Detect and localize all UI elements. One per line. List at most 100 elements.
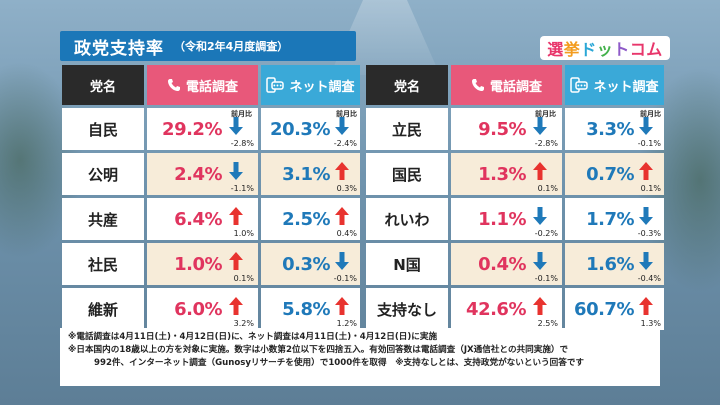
net-value: 5.8% <box>282 298 330 320</box>
phone-change: -2.8% <box>230 139 254 148</box>
net-value: 0.7% <box>586 163 634 185</box>
phone-cell: 6.0% 3.2% <box>147 288 258 330</box>
phone-value: 29.2% <box>162 118 222 140</box>
net-cell: 前月比 20.3% -2.4% <box>261 108 360 150</box>
prev-month-label: 前月比 <box>336 110 357 118</box>
header-phone-label: 電話調査 <box>489 79 542 95</box>
phone-change: 2.5% <box>537 319 558 328</box>
table-row: N国 0.4% -0.1% 1.6% -0.4% <box>366 243 664 285</box>
net-change: 1.2% <box>336 319 357 328</box>
party-name: 国民 <box>366 153 448 195</box>
header-party: 党名 <box>366 65 448 105</box>
net-change: 0.3% <box>336 184 357 193</box>
net-cell: 前月比 3.3% -0.1% <box>565 108 664 150</box>
header-net-label: ネット調査 <box>593 79 659 95</box>
arrow-down-icon <box>335 252 349 270</box>
net-value: 1.7% <box>586 208 634 230</box>
smartphone-icon: ••• <box>570 77 589 93</box>
footnote: ※日本国内の18歳以上の方を対象に実施。数字は小数第2位以下を四捨五入。有効回答… <box>68 345 569 355</box>
party-name: N国 <box>366 243 448 285</box>
arrow-down-icon <box>533 252 547 270</box>
phone-change: -0.1% <box>534 274 558 283</box>
net-cell: 0.3% -0.1% <box>261 243 360 285</box>
svg-text:•••: ••• <box>273 84 283 90</box>
phone-change: -0.2% <box>534 229 558 238</box>
arrow-up-icon <box>639 162 653 180</box>
party-name: 共産 <box>62 198 144 240</box>
arrow-down-icon <box>639 252 653 270</box>
net-change: -0.1% <box>637 139 661 148</box>
phone-value: 9.5% <box>478 118 526 140</box>
party-name: 維新 <box>62 288 144 330</box>
arrow-up-icon <box>335 162 349 180</box>
phone-icon <box>167 79 180 91</box>
phone-value: 6.0% <box>174 298 222 320</box>
net-cell: 1.6% -0.4% <box>565 243 664 285</box>
party-name: 公明 <box>62 153 144 195</box>
table-header: 党名 電話調査 ••• ネット調査 <box>62 65 360 105</box>
net-value: 0.3% <box>282 253 330 275</box>
phone-change: -2.8% <box>534 139 558 148</box>
arrow-down-icon <box>533 207 547 225</box>
net-change: -0.3% <box>637 229 661 238</box>
net-change: 1.3% <box>640 319 661 328</box>
left-table: 党名 電話調査 ••• ネット調査 自民 前月比 29.2% -2.8% 前月比 20.3… <box>62 65 360 333</box>
header-net-label: ネット調査 <box>289 79 355 95</box>
net-value: 20.3% <box>270 118 330 140</box>
phone-cell: 2.4% -1.1% <box>147 153 258 195</box>
svg-text:•••: ••• <box>577 84 587 90</box>
arrow-up-icon <box>229 297 243 315</box>
logo-char: コム <box>629 40 663 59</box>
arrow-up-icon <box>533 297 547 315</box>
party-name: 立民 <box>366 108 448 150</box>
arrow-down-icon <box>229 117 243 135</box>
table-row: 公明 2.4% -1.1% 3.1% 0.3% <box>62 153 360 195</box>
footnotes: ※電話調査は4月11日(土)・4月12日(日)に、ネット調査は4月11日(土)・… <box>60 328 660 386</box>
net-value: 3.3% <box>586 118 634 140</box>
table-row: 国民 1.3% 0.1% 0.7% 0.1% <box>366 153 664 195</box>
header-net: ••• ネット調査 <box>565 65 664 105</box>
arrow-up-icon <box>639 297 653 315</box>
phone-change: 3.2% <box>233 319 254 328</box>
arrow-up-icon <box>335 297 349 315</box>
page-subtitle: （令和2年4月度調査） <box>174 40 289 53</box>
phone-value: 1.1% <box>478 208 526 230</box>
table-row: れいわ 1.1% -0.2% 1.7% -0.3% <box>366 198 664 240</box>
prev-month-label: 前月比 <box>640 110 661 118</box>
logo-char: ト <box>613 40 630 59</box>
net-cell: 5.8% 1.2% <box>261 288 360 330</box>
arrow-up-icon <box>533 162 547 180</box>
table-row: 共産 6.4% 1.0% 2.5% 0.4% <box>62 198 360 240</box>
party-name: 社民 <box>62 243 144 285</box>
net-change: -0.1% <box>333 274 357 283</box>
site-logo: 選挙ドットコム <box>540 36 670 60</box>
logo-char: ド <box>580 40 597 59</box>
footnote: ※電話調査は4月11日(土)・4月12日(日)に、ネット調査は4月11日(土)・… <box>68 332 438 342</box>
net-cell: 3.1% 0.3% <box>261 153 360 195</box>
left-rows: 自民 前月比 29.2% -2.8% 前月比 20.3% -2.4% 公明 2.4% -1.1% 3… <box>62 108 360 330</box>
net-value: 1.6% <box>586 253 634 275</box>
phone-cell: 1.1% -0.2% <box>451 198 562 240</box>
phone-cell: 6.4% 1.0% <box>147 198 258 240</box>
phone-cell: 前月比 9.5% -2.8% <box>451 108 562 150</box>
title-bar: 政党支持率 （令和2年4月度調査） <box>60 31 356 61</box>
phone-cell: 1.0% 0.1% <box>147 243 258 285</box>
net-value: 60.7% <box>574 298 634 320</box>
table-row: 支持なし 42.6% 2.5% 60.7% 1.3% <box>366 288 664 330</box>
arrow-down-icon <box>533 117 547 135</box>
phone-value: 0.4% <box>478 253 526 275</box>
prev-month-label: 前月比 <box>231 110 252 118</box>
phone-change: 0.1% <box>537 184 558 193</box>
net-cell: 2.5% 0.4% <box>261 198 360 240</box>
net-change: 0.4% <box>336 229 357 238</box>
arrow-up-icon <box>335 207 349 225</box>
net-change: -2.4% <box>333 139 357 148</box>
table-header: 党名 電話調査 ••• ネット調査 <box>366 65 664 105</box>
phone-cell: 42.6% 2.5% <box>451 288 562 330</box>
page-title: 政党支持率 <box>74 38 164 59</box>
phone-value: 6.4% <box>174 208 222 230</box>
phone-cell: 1.3% 0.1% <box>451 153 562 195</box>
logo-char: ッ <box>596 40 614 59</box>
party-name: れいわ <box>366 198 448 240</box>
arrow-down-icon <box>639 207 653 225</box>
